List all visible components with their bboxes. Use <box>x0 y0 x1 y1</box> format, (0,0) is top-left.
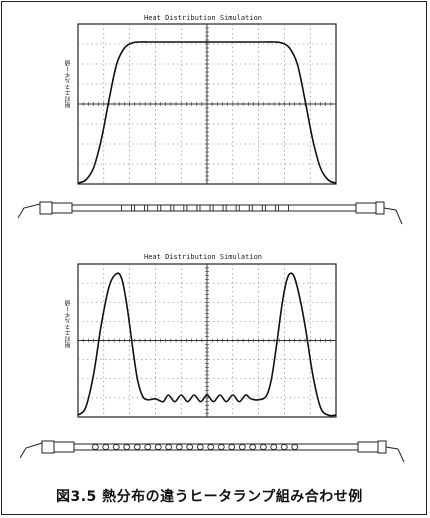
lamp-1-left-cap <box>39 201 53 215</box>
filament-coil <box>123 443 131 451</box>
heater-lamp-diagram-2 <box>19 440 405 463</box>
filament-coil <box>199 204 211 212</box>
chart-1-title: Heat Distribution Simulation <box>144 14 263 22</box>
chart-2-title: Heat Distribution Simulation <box>144 253 263 261</box>
filament-coil <box>186 204 198 212</box>
chart-1 <box>77 23 337 185</box>
filament-coil <box>144 443 152 451</box>
filament-coil <box>186 443 194 451</box>
filament-coil <box>91 443 99 451</box>
lamp-1-right-cap <box>375 201 385 215</box>
filament-coil <box>291 443 299 451</box>
filament-coil <box>217 443 225 451</box>
lamp-2-left-cap <box>41 440 55 454</box>
filament-coil <box>102 443 110 451</box>
filament-coil <box>238 443 246 451</box>
filament-coil <box>196 443 204 451</box>
lamp-1-tube <box>72 204 356 212</box>
filament-coil <box>134 204 146 212</box>
filament-coil <box>175 443 183 451</box>
filament-coil <box>165 443 173 451</box>
figure-caption: 図3.5 熱分布の違うヒータランプ組み合わせ例 <box>56 489 363 505</box>
lamp-2-left-terminal <box>53 441 75 453</box>
filament-coil <box>225 204 237 212</box>
lamp-1-left-lead <box>17 203 41 219</box>
chart-2-series-line <box>77 272 337 417</box>
lamp-1-filament <box>121 204 289 212</box>
filament-coil <box>173 204 185 212</box>
lamp-2-right-terminal <box>357 441 379 453</box>
filament-coil <box>264 204 276 212</box>
lamp-1-left-terminal <box>51 202 73 214</box>
filament-coil <box>212 204 224 212</box>
filament-coil <box>228 443 236 451</box>
filament-coil <box>238 204 250 212</box>
filament-coil <box>147 204 159 212</box>
filament-coil <box>259 443 267 451</box>
lamp-2-right-lead <box>385 446 405 463</box>
lamp-2-left-lead <box>19 442 43 459</box>
filament-coil <box>154 443 162 451</box>
chart-2-grid <box>78 264 336 417</box>
lamp-2-right-cap <box>377 440 387 454</box>
filament-coil <box>270 443 278 451</box>
filament-coil <box>251 204 263 212</box>
filament-coil <box>121 204 132 212</box>
lamp-1-right-terminal <box>355 202 377 214</box>
lamp-2-tube <box>74 443 358 451</box>
heater-lamp-diagram-1 <box>17 201 403 225</box>
filament-coil <box>249 443 257 451</box>
chart-2 <box>77 263 337 418</box>
filament-coil <box>207 443 215 451</box>
filament-coil <box>280 443 288 451</box>
filament-coil <box>160 204 172 212</box>
filament-coil <box>112 443 120 451</box>
filament-coil <box>133 443 141 451</box>
lamp-1-right-lead <box>383 207 403 225</box>
filament-coil <box>278 204 289 212</box>
lamp-2-filament <box>91 443 299 451</box>
chart-1-series-line <box>77 41 337 184</box>
chart-1-grid <box>78 24 336 184</box>
